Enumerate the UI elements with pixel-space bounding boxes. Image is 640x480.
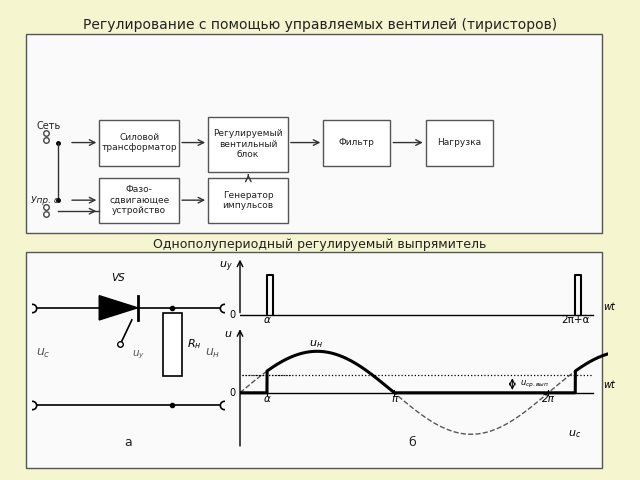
Text: б: б — [408, 436, 415, 449]
Bar — [163, 312, 182, 376]
FancyBboxPatch shape — [208, 117, 288, 172]
Text: Нагрузка: Нагрузка — [437, 138, 481, 147]
Text: $u_y$: $u_y$ — [219, 259, 233, 274]
Text: u: u — [224, 329, 231, 339]
Text: 2π: 2π — [542, 394, 555, 404]
Text: Однополупериодный регулируемый выпрямитель: Однополупериодный регулируемый выпрямите… — [154, 238, 486, 251]
Polygon shape — [99, 296, 138, 320]
FancyBboxPatch shape — [99, 120, 179, 166]
FancyBboxPatch shape — [323, 120, 390, 166]
Text: $u_c$: $u_c$ — [36, 348, 51, 360]
Text: $u_н$: $u_н$ — [205, 348, 220, 360]
FancyBboxPatch shape — [26, 34, 602, 233]
Text: $R_н$: $R_н$ — [187, 337, 201, 351]
Text: Сеть: Сеть — [36, 121, 61, 131]
FancyBboxPatch shape — [26, 252, 602, 468]
Text: $u_{ср.вып}$: $u_{ср.вып}$ — [520, 379, 548, 390]
Text: wt: wt — [603, 302, 615, 312]
Text: α: α — [264, 394, 271, 404]
Text: Фильтр: Фильтр — [339, 138, 375, 147]
Text: $u_c$: $u_c$ — [568, 428, 581, 440]
Text: Фазо-
сдвигающее
устройство: Фазо- сдвигающее устройство — [109, 185, 170, 216]
FancyBboxPatch shape — [426, 120, 493, 166]
FancyBboxPatch shape — [99, 178, 179, 223]
Text: а: а — [124, 436, 132, 449]
Text: Упр. α: Упр. α — [31, 196, 60, 205]
Text: 0: 0 — [229, 311, 235, 321]
Text: VS: VS — [111, 273, 125, 283]
Text: $u_y$: $u_y$ — [132, 349, 145, 361]
Text: α: α — [264, 315, 271, 325]
Text: Силовой
трансформатор: Силовой трансформатор — [101, 133, 177, 153]
FancyBboxPatch shape — [208, 178, 288, 223]
Text: π: π — [391, 394, 397, 404]
Text: 2π+α: 2π+α — [561, 315, 589, 325]
Text: wt: wt — [603, 380, 615, 390]
Text: Регулирование с помощью управляемых вентилей (тиристоров): Регулирование с помощью управляемых вент… — [83, 18, 557, 32]
Text: Регулируемый
вентильный
блок: Регулируемый вентильный блок — [213, 129, 283, 159]
Text: 0: 0 — [229, 388, 235, 398]
Text: $u_н$: $u_н$ — [308, 338, 323, 350]
Text: Генератор
импульсов: Генератор импульсов — [223, 191, 273, 210]
